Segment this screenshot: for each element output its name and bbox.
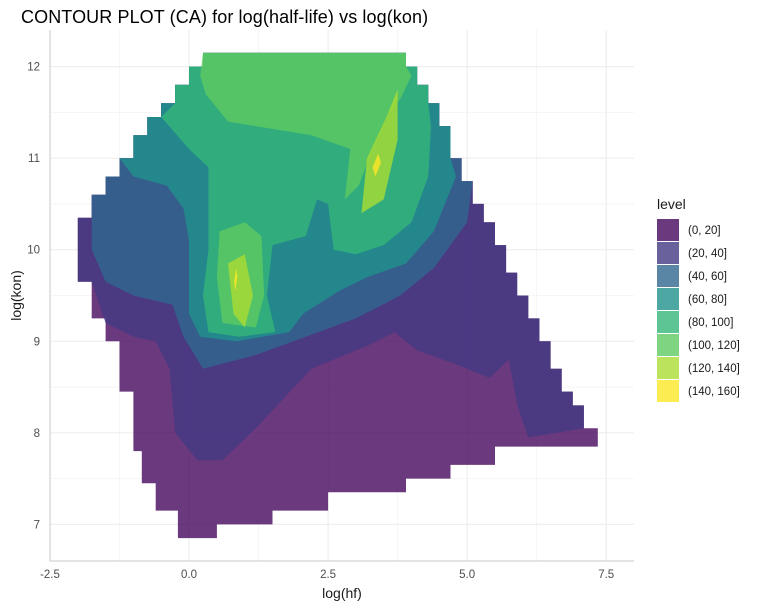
contour-region-7 xyxy=(361,89,398,214)
legend-label: (40, 60] xyxy=(688,271,727,283)
x-tick-label: 5.0 xyxy=(459,569,475,581)
legend-label: (0, 20] xyxy=(688,225,721,237)
contour-regions xyxy=(77,52,598,539)
x-tick-label: -2.5 xyxy=(40,569,60,581)
x-tick-label: 2.5 xyxy=(320,569,336,581)
axes: -2.5 0.0 2.5 5.0 7.5 7 8 9 10 11 12 log(hf) log(kon) xyxy=(8,30,634,601)
y-tick-label: 9 xyxy=(34,336,40,348)
legend-label: (120, 140] xyxy=(688,363,740,375)
legend-label: (140, 160] xyxy=(688,386,740,398)
legend-label: (80, 100] xyxy=(688,317,733,329)
y-axis-title: log(kon) xyxy=(8,270,24,321)
legend-label: (100, 120] xyxy=(688,340,740,352)
legend-swatch xyxy=(657,219,679,241)
x-tick-label: 0.0 xyxy=(181,569,197,581)
legend-swatch xyxy=(657,334,679,356)
contour-region-8 xyxy=(228,254,253,328)
legend-swatch xyxy=(657,357,679,379)
y-tick-label: 7 xyxy=(34,519,40,531)
contour-region-10 xyxy=(234,268,238,291)
y-tick-label: 10 xyxy=(27,245,40,257)
y-tick-label: 8 xyxy=(34,428,40,440)
legend-label: (60, 80] xyxy=(688,294,727,306)
x-tick-label: 7.5 xyxy=(598,569,614,581)
legend-label: (20, 40] xyxy=(688,248,727,260)
contour-region-5 xyxy=(200,52,412,200)
y-tick-label: 12 xyxy=(27,62,40,74)
legend-title: level xyxy=(657,196,686,212)
legend-swatch xyxy=(657,242,679,264)
legend-swatch xyxy=(657,265,679,287)
legend: level (0, 20] (20, 40] (40, 60] (60, 80] (80,… xyxy=(657,196,740,402)
x-axis-title: log(hf) xyxy=(322,585,362,601)
legend-swatch xyxy=(657,288,679,310)
legend-swatch xyxy=(657,311,679,333)
chart-title: CONTOUR PLOT (CA) for log(half-life) vs … xyxy=(21,7,429,27)
contour-region-9 xyxy=(372,153,381,177)
legend-swatch xyxy=(657,380,679,402)
y-tick-label: 11 xyxy=(28,153,40,165)
